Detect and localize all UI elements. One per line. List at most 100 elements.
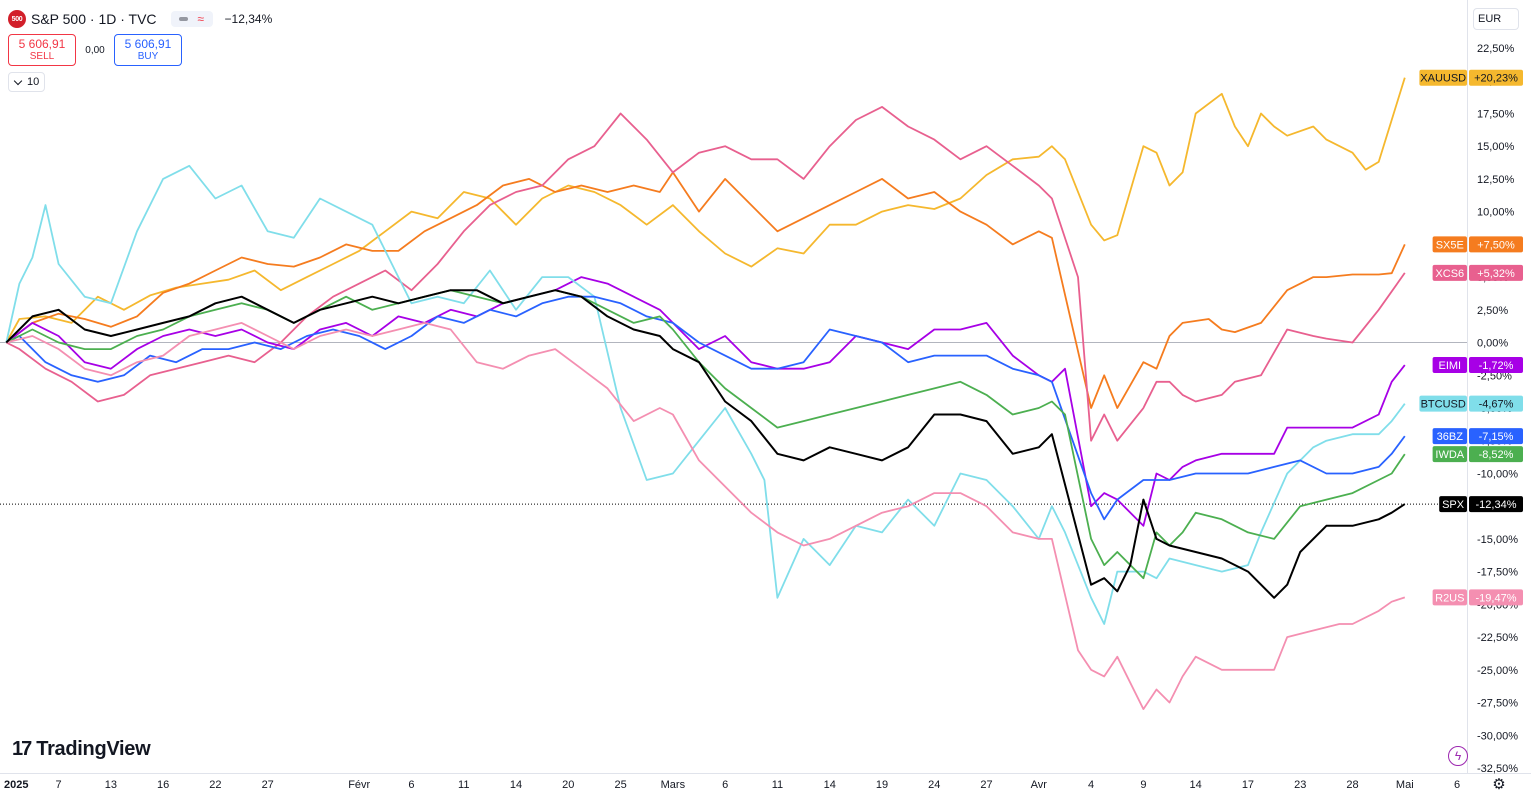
y-tick-label: -2,50% bbox=[1477, 370, 1512, 382]
series-name-tag bbox=[1432, 589, 1467, 606]
y-tick-label: 17,50% bbox=[1477, 108, 1515, 120]
tradingview-wordmark: TradingView bbox=[36, 738, 151, 760]
series-name-tag bbox=[1432, 357, 1467, 374]
legend-visibility-toggle[interactable]: ≈ bbox=[170, 11, 213, 27]
series-value-tag bbox=[1469, 446, 1523, 463]
hide-icon[interactable] bbox=[179, 17, 189, 21]
sell-price: 5 606,91 bbox=[18, 36, 66, 51]
chevron-down-icon bbox=[13, 76, 23, 85]
series-last-value: -1,72% bbox=[1479, 360, 1514, 372]
x-tick-label: 6 bbox=[1454, 779, 1460, 791]
series-last-value: +7,50% bbox=[1477, 239, 1515, 251]
series-value-tag bbox=[1469, 496, 1523, 513]
y-tick-label: -27,50% bbox=[1477, 698, 1518, 710]
x-tick-label: 23 bbox=[1294, 779, 1306, 791]
y-tick-label: -25,00% bbox=[1477, 665, 1518, 677]
series-line-xcs6[interactable] bbox=[5, 106, 1406, 442]
series-line-36bz[interactable] bbox=[5, 295, 1406, 521]
series-value-tag bbox=[1469, 357, 1523, 374]
legend-title-row: 500 S&P 500 · 1D · TVC ≈ −12,34% bbox=[8, 8, 272, 30]
time-axis[interactable]: 2025 7 13 16 22 27 Févr 6 11 14 20 25 Mars 6 11 14 19 24 2… bbox=[4, 779, 1460, 791]
x-tick-label: Févr bbox=[348, 779, 370, 791]
x-tick-label: Mai bbox=[1396, 779, 1414, 791]
series-line-btcusd[interactable] bbox=[5, 164, 1406, 625]
series-line-iwda[interactable] bbox=[5, 289, 1406, 580]
series-label-sx5e[interactable]: SX5E +7,50% bbox=[1432, 236, 1523, 253]
indicators-count: 10 bbox=[27, 76, 40, 88]
y-tick-label: 22,50% bbox=[1477, 43, 1515, 55]
tradingview-mark-icon: 17 bbox=[12, 738, 32, 760]
trading-row: 5 606,91 SELL 0,00 5 606,91 BUY bbox=[8, 34, 272, 66]
y-tick-label: 10,00% bbox=[1477, 207, 1515, 219]
x-tick-label: 24 bbox=[928, 779, 940, 791]
series-last-value: -12,34% bbox=[1476, 499, 1517, 511]
series-labels: XAUUSD +20,23% SX5E +7,50% XCS6 +5,32% EIMI -1,… bbox=[1419, 69, 1523, 606]
series-last-value: -4,67% bbox=[1479, 399, 1514, 411]
series-name: BTCUSD bbox=[1421, 399, 1466, 411]
y-tick-label: -32,50% bbox=[1477, 763, 1518, 775]
buy-button[interactable]: 5 606,91 BUY bbox=[114, 34, 182, 66]
series-label-r2us[interactable]: R2US -19,47% bbox=[1432, 589, 1523, 606]
y-tick-label: 2,50% bbox=[1477, 305, 1508, 317]
series-line-r2us[interactable] bbox=[6, 322, 1406, 710]
lightning-icon[interactable]: ϟ bbox=[1448, 746, 1468, 766]
series-name: XCS6 bbox=[1435, 268, 1464, 280]
x-tick-label: 13 bbox=[105, 779, 117, 791]
tradingview-logo[interactable]: 17 TradingView bbox=[12, 738, 151, 761]
symbol-logo-icon: 500 bbox=[8, 10, 26, 28]
series-last-value: -19,47% bbox=[1476, 592, 1517, 604]
x-tick-label: 11 bbox=[772, 779, 783, 791]
y-tick-label: -17,50% bbox=[1477, 567, 1518, 579]
x-tick-label: 27 bbox=[980, 779, 992, 791]
x-tick-label: 16 bbox=[157, 779, 169, 791]
series-line-xauusd[interactable] bbox=[5, 77, 1406, 343]
series-label-iwda[interactable]: IWDA -8,52% bbox=[1432, 446, 1523, 463]
symbol-change: −12,34% bbox=[224, 12, 273, 26]
sell-button[interactable]: 5 606,91 SELL bbox=[8, 34, 76, 66]
series-name-tag bbox=[1439, 496, 1467, 513]
x-tick-label: 17 bbox=[1242, 779, 1254, 791]
series-name: IWDA bbox=[1435, 449, 1464, 461]
series-value-tag bbox=[1469, 428, 1523, 445]
x-tick-label: 14 bbox=[824, 779, 836, 791]
series-line-sx5e[interactable] bbox=[5, 171, 1406, 409]
series-label-spx[interactable]: SPX -12,34% bbox=[1439, 496, 1523, 513]
series-name: R2US bbox=[1435, 592, 1464, 604]
series-last-value: -8,52% bbox=[1479, 449, 1514, 461]
settings-gear-icon[interactable]: ⚙ bbox=[1492, 776, 1506, 793]
series-label-xcs6[interactable]: XCS6 +5,32% bbox=[1432, 264, 1523, 281]
x-tick-label: 4 bbox=[1088, 779, 1094, 791]
series-name-tag bbox=[1432, 428, 1467, 445]
series-name-tag bbox=[1419, 69, 1467, 86]
approx-icon[interactable]: ≈ bbox=[197, 12, 204, 26]
x-tick-label: 7 bbox=[56, 779, 62, 791]
y-tick-label: -30,00% bbox=[1477, 730, 1518, 742]
currency-button[interactable]: EUR bbox=[1473, 8, 1519, 30]
y-tick-label: 12,50% bbox=[1477, 174, 1515, 186]
series-label-36bz[interactable]: 36BZ -7,15% bbox=[1432, 428, 1523, 445]
series-name: EIMI bbox=[1438, 360, 1461, 372]
series-last-value: +5,32% bbox=[1477, 268, 1515, 280]
series-value-tag bbox=[1469, 589, 1523, 606]
series-line-spx[interactable] bbox=[5, 289, 1406, 599]
series-name-tag bbox=[1432, 236, 1467, 253]
indicators-collapse-button[interactable]: 10 bbox=[8, 72, 46, 92]
x-tick-label: 27 bbox=[262, 779, 274, 791]
series-label-btcusd[interactable]: BTCUSD -4,67% bbox=[1419, 395, 1523, 412]
series-last-value: -7,15% bbox=[1479, 431, 1514, 443]
symbol-title[interactable]: S&P 500 · 1D · TVC bbox=[31, 11, 157, 27]
series-value-tag bbox=[1469, 69, 1523, 86]
series-value-tag bbox=[1469, 395, 1523, 412]
x-tick-label: 11 bbox=[458, 779, 469, 791]
series-name: SX5E bbox=[1436, 239, 1464, 251]
series-value-tag bbox=[1469, 264, 1523, 281]
x-tick-label: 2025 bbox=[4, 779, 28, 791]
series-label-xauusd[interactable]: XAUUSD +20,23% bbox=[1419, 69, 1523, 86]
y-tick-label: 15,00% bbox=[1477, 141, 1515, 153]
buy-price: 5 606,91 bbox=[124, 36, 172, 51]
series-layer bbox=[5, 77, 1406, 710]
series-label-eimi[interactable]: EIMI -1,72% bbox=[1432, 357, 1523, 374]
series-name-tag bbox=[1432, 264, 1467, 281]
